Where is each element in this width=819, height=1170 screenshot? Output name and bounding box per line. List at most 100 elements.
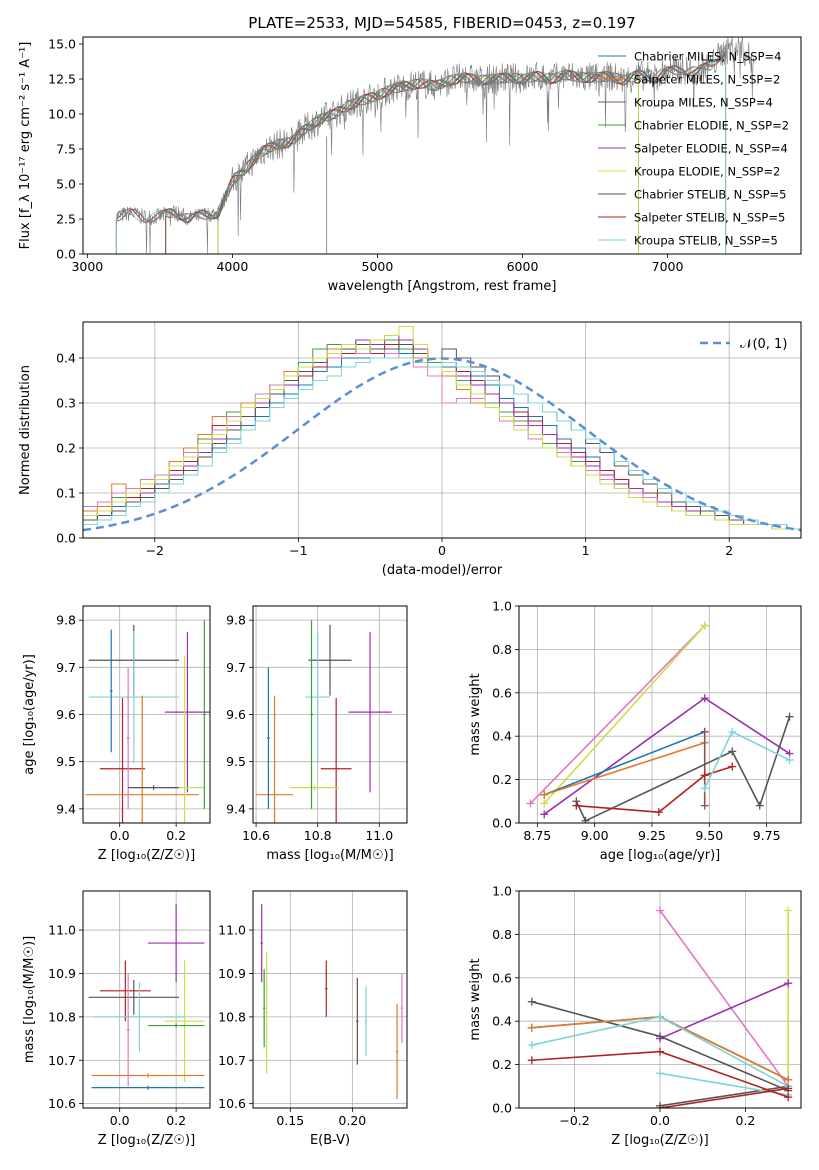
x-tick-label: 10.6 (242, 828, 270, 843)
mass-weight-line (659, 982, 789, 1040)
y-tick-label: 9.5 (56, 754, 76, 769)
mass-weight-line (659, 1087, 789, 1108)
x-tick-label: 0.0 (110, 1113, 130, 1128)
y-tick-label: 9.6 (56, 707, 76, 722)
legend-label: Kroupa MILES, N_SSP=4 (634, 96, 773, 110)
model-spectrum-line (115, 51, 727, 254)
legend: Chabrier MILES, N_SSP=4 Salpeter MILES, N… (598, 50, 789, 248)
panel-6: 0.0 0.2 10.6 10.7 10.8 10.9 11.0 Z [log₁₀(Z/Z☉)… (22, 890, 211, 1148)
y-tick-label: 10.9 (48, 966, 76, 981)
legend-label: Kroupa STELIB, N_SSP=5 (634, 234, 778, 248)
x-tick-label: 5000 (362, 259, 394, 274)
x-axis-label: mass [log₁₀(M/M☉)] (266, 848, 393, 863)
x-axis-label: Z [log₁₀(Z/Z☉)] (611, 1133, 708, 1148)
legend-label: Kroupa ELODIE, N_SSP=2 (634, 165, 780, 179)
x-tick-label: 0.0 (650, 1113, 670, 1128)
y-tick-label: 9.6 (226, 707, 246, 722)
y-tick-label: 11.0 (218, 923, 246, 938)
x-tick-label: 0.2 (166, 828, 186, 843)
plot-area (83, 326, 801, 532)
y-tick-label: 9.4 (56, 801, 76, 816)
y-tick-label: 9.5 (226, 754, 246, 769)
x-tick-label: 9.50 (695, 828, 723, 843)
plot-area (527, 906, 793, 1108)
x-axis-label: Z [log₁₀(Z/Z☉)] (98, 848, 195, 863)
legend-label: Salpeter MILES, N_SSP=2 (634, 73, 780, 87)
y-tick-label: 7.5 (56, 142, 76, 157)
y-tick-label: 1.0 (492, 884, 512, 899)
legend-label: Chabrier ELODIE, N_SSP=2 (634, 119, 789, 133)
y-axis-label: mass weight (468, 958, 483, 1040)
x-tick-label: 8.75 (523, 828, 551, 843)
x-tick-label: 11.0 (365, 828, 393, 843)
x-axis-label: Z [log₁₀(Z/Z☉)] (98, 1133, 195, 1148)
y-tick-label: 12.5 (48, 72, 76, 87)
x-axis-label: age [log₁₀(age/yr)] (600, 848, 721, 863)
mass-weight-line (543, 697, 790, 815)
y-tick-label: 10.6 (48, 1096, 76, 1111)
y-tick-label: 11.0 (48, 923, 76, 938)
panel-8: −0.2 0.0 0.2 0.0 0.2 0.4 0.6 0.8 1.0 Z [log₁₀(Z/Z… (468, 884, 802, 1148)
y-tick-label: 0.0 (492, 1101, 512, 1116)
x-tick-label: 1 (582, 543, 590, 558)
residual-histogram-step (83, 357, 801, 530)
panel-4: 10.6 10.8 11.0 9.4 9.5 9.6 9.7 9.8 mass [log₁₀(M… (226, 605, 408, 863)
y-tick-label: 9.8 (226, 613, 246, 628)
residual-histogram-step (83, 326, 801, 530)
legend-label: Chabrier MILES, N_SSP=4 (634, 50, 781, 64)
x-tick-label: 0.2 (166, 1113, 186, 1128)
x-axis-label: E(B-V) (310, 1133, 350, 1148)
x-tick-label: 4000 (216, 259, 248, 274)
x-tick-label: 0.2 (736, 1113, 756, 1128)
x-tick-label: 10.8 (304, 828, 332, 843)
x-tick-label: 0.20 (338, 1113, 366, 1128)
normal-distribution-curve (83, 357, 801, 532)
y-tick-label: 10.0 (48, 107, 76, 122)
axes-frame (82, 605, 211, 824)
mass-weight-line (543, 741, 705, 796)
x-tick-label: −1 (289, 543, 307, 558)
mass-weight-line (543, 731, 705, 796)
y-tick-label: 0.1 (56, 486, 76, 501)
y-tick-label: 10.8 (218, 1009, 246, 1024)
axes-frame (518, 605, 802, 824)
plot-area (115, 37, 755, 254)
y-tick-label: 9.7 (226, 660, 246, 675)
y-axis-label: Flux [f_λ 10⁻¹⁷ erg cm⁻² s⁻¹ A⁻¹] (18, 42, 33, 250)
y-tick-label: 2.5 (56, 212, 76, 227)
x-tick-label: 9.00 (581, 828, 609, 843)
y-tick-label: 0.0 (492, 816, 512, 831)
plot-area (85, 620, 210, 823)
plot-area (260, 904, 404, 1100)
y-tick-label: 1.0 (492, 599, 512, 614)
model-spectrum-line (115, 53, 727, 254)
axes-frame (82, 890, 211, 1109)
y-axis-label: mass [log₁₀(M/M☉)] (22, 936, 37, 1063)
panel-7: 0.15 0.20 10.6 10.7 10.8 10.9 11.0 E(B-V) (218, 890, 408, 1148)
legend-label: 𝒩(0, 1) (740, 337, 787, 352)
mass-weight-line (543, 624, 706, 805)
y-tick-label: 10.7 (48, 1053, 76, 1068)
y-tick-label: 0.2 (56, 441, 76, 456)
legend-label: Chabrier STELIB, N_SSP=5 (634, 188, 786, 202)
y-tick-label: 0.6 (492, 685, 512, 700)
plot-area (526, 621, 794, 823)
mass-weight-line (659, 910, 789, 1087)
panel-2: −2 −1 0 1 2 0.0 0.1 0.2 0.3 0.4 (data-model)/error… (18, 321, 802, 578)
x-tick-label: −0.2 (559, 1113, 589, 1128)
y-tick-label: 0.2 (492, 1057, 512, 1072)
model-spectrum-line (217, 71, 639, 254)
axes-frame (252, 605, 408, 824)
x-tick-label: 6000 (507, 259, 539, 274)
model-spectrum-line (217, 72, 639, 254)
y-tick-label: 9.8 (56, 613, 76, 628)
x-tick-label: 0 (438, 543, 446, 558)
y-tick-label: 9.7 (56, 660, 76, 675)
y-tick-label: 5.0 (56, 177, 76, 192)
y-tick-label: 10.8 (48, 1009, 76, 1024)
figure-title: PLATE=2533, MJD=54585, FIBERID=0453, z=0… (248, 14, 635, 32)
observed-spectrum-line (116, 37, 755, 254)
y-tick-label: 0.3 (56, 396, 76, 411)
plot-area (88, 904, 205, 1090)
